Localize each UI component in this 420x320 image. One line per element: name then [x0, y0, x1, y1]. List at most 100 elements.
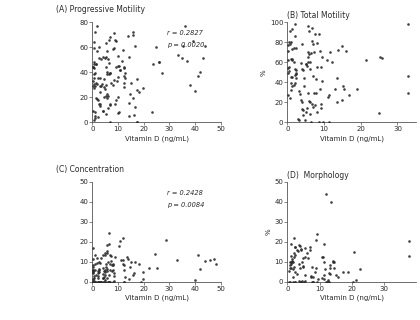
- Point: [331, 87, 338, 92]
- Point: [298, 60, 304, 66]
- Point: [297, 247, 304, 252]
- Point: [291, 265, 298, 270]
- Point: [357, 266, 364, 271]
- Point: [94, 279, 101, 284]
- Y-axis label: %: %: [261, 69, 267, 76]
- Point: [96, 269, 102, 275]
- Point: [103, 54, 110, 59]
- Point: [110, 271, 117, 276]
- Point: [320, 120, 326, 125]
- Point: [121, 66, 128, 71]
- Point: [109, 269, 116, 274]
- Point: [95, 273, 102, 278]
- Point: [102, 94, 109, 99]
- Point: [309, 265, 315, 270]
- Point: [130, 96, 137, 101]
- Point: [100, 272, 106, 277]
- Point: [90, 264, 97, 269]
- Point: [301, 84, 307, 89]
- Point: [93, 48, 100, 53]
- Point: [106, 231, 113, 236]
- Point: [312, 76, 319, 81]
- Point: [97, 104, 103, 109]
- Point: [140, 85, 147, 90]
- Point: [304, 60, 311, 65]
- Point: [300, 68, 307, 73]
- Point: [99, 108, 106, 114]
- Point: [325, 279, 332, 284]
- Point: [288, 260, 295, 265]
- Point: [292, 80, 299, 85]
- Point: [288, 56, 295, 61]
- Point: [179, 55, 186, 60]
- Point: [194, 253, 201, 258]
- Point: [128, 260, 135, 265]
- Point: [100, 275, 107, 280]
- Point: [120, 236, 126, 241]
- Point: [287, 57, 294, 62]
- Point: [121, 267, 127, 272]
- Point: [102, 262, 109, 267]
- Point: [110, 279, 117, 284]
- Point: [101, 87, 108, 92]
- Point: [307, 247, 314, 252]
- Point: [119, 59, 126, 64]
- Point: [104, 56, 111, 61]
- Point: [308, 101, 315, 106]
- Point: [91, 61, 97, 66]
- Point: [289, 256, 295, 261]
- Point: [288, 80, 294, 85]
- Point: [312, 270, 318, 275]
- Point: [94, 75, 101, 80]
- Point: [117, 67, 124, 72]
- Point: [136, 262, 143, 267]
- Point: [286, 268, 292, 274]
- Point: [97, 84, 103, 89]
- Point: [305, 255, 312, 260]
- Point: [289, 260, 296, 265]
- Point: [312, 91, 319, 96]
- Point: [339, 84, 346, 89]
- Point: [312, 102, 319, 107]
- Point: [121, 74, 127, 79]
- Point: [321, 242, 328, 247]
- Point: [131, 43, 138, 48]
- Point: [120, 279, 127, 284]
- Point: [302, 254, 308, 260]
- Point: [325, 279, 332, 284]
- Point: [91, 46, 97, 51]
- Point: [116, 109, 123, 115]
- Point: [293, 68, 300, 73]
- Point: [90, 109, 97, 114]
- Point: [290, 45, 297, 51]
- Point: [134, 120, 141, 125]
- Point: [333, 272, 339, 277]
- Point: [110, 83, 117, 88]
- Point: [307, 120, 314, 125]
- Point: [174, 257, 181, 262]
- Point: [105, 279, 112, 284]
- Point: [111, 101, 118, 107]
- Point: [104, 95, 110, 100]
- Point: [298, 99, 305, 104]
- Point: [304, 91, 311, 96]
- Point: [112, 255, 118, 260]
- Point: [345, 92, 352, 98]
- Point: [91, 274, 98, 279]
- Point: [194, 73, 201, 78]
- Point: [311, 90, 318, 95]
- Point: [341, 86, 347, 91]
- Point: [304, 64, 311, 69]
- Point: [124, 255, 131, 260]
- Point: [291, 60, 298, 65]
- Point: [299, 112, 306, 117]
- Point: [139, 276, 146, 281]
- Point: [97, 279, 104, 284]
- Point: [291, 83, 298, 88]
- Point: [289, 58, 295, 63]
- Point: [103, 264, 110, 269]
- Point: [103, 248, 110, 253]
- Point: [406, 238, 413, 244]
- Point: [100, 275, 107, 280]
- Point: [328, 199, 335, 204]
